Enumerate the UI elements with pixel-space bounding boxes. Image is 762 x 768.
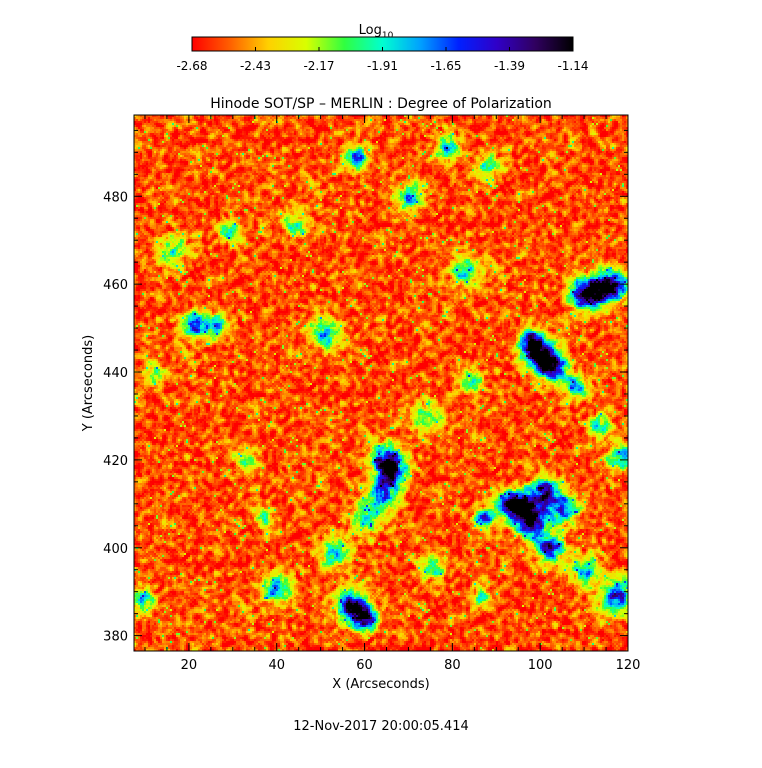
y-tick-label: 420 bbox=[103, 454, 128, 469]
y-tick-label: 460 bbox=[103, 278, 128, 293]
colorbar-tick-label: -1.39 bbox=[494, 59, 525, 73]
y-axis: 380 400 420 440 460 480 bbox=[103, 129, 628, 645]
chart-title: Hinode SOT/SP – MERLIN : Degree of Polar… bbox=[210, 96, 552, 112]
x-tick-label: 40 bbox=[268, 658, 285, 673]
colorbar-tick-label: -2.68 bbox=[176, 59, 207, 73]
x-axis-label: X (Arcseconds) bbox=[332, 677, 429, 692]
x-tick-label: 20 bbox=[181, 658, 198, 673]
colorbar-label-subscript: 10 bbox=[382, 31, 394, 41]
x-tick-label: 100 bbox=[528, 658, 553, 673]
colorbar: Log10 -2.68 -2.43 -2.17 -1.91 -1.65 -1.39 -1.1… bbox=[176, 23, 588, 73]
y-tick-label: 380 bbox=[103, 630, 128, 645]
x-tick-label: 120 bbox=[616, 658, 641, 673]
colorbar-label-main: Log bbox=[359, 23, 382, 38]
colorbar-tick-label: -2.43 bbox=[240, 59, 271, 73]
y-tick-label: 440 bbox=[103, 366, 128, 381]
colorbar-tick-label: -1.91 bbox=[367, 59, 398, 73]
colorbar-label: Log10 bbox=[359, 23, 394, 41]
plot-area: 20 40 60 80 100 120 380 400 420 440 460 480 bbox=[103, 114, 641, 673]
colorbar-tick-label: -1.14 bbox=[557, 59, 588, 73]
y-tick-label: 480 bbox=[103, 190, 128, 205]
colorbar-tick-label: -1.65 bbox=[430, 59, 461, 73]
y-axis-label: Y (Arcseconds) bbox=[81, 335, 96, 432]
colorbar-tick-label: -2.17 bbox=[303, 59, 334, 73]
heatmap-image bbox=[134, 115, 628, 651]
y-tick-label: 400 bbox=[103, 542, 128, 557]
plot-frame bbox=[133, 114, 629, 652]
x-axis: 20 40 60 80 100 120 bbox=[144, 115, 641, 673]
timestamp: 12-Nov-2017 20:00:05.414 bbox=[293, 719, 469, 734]
x-tick-label: 60 bbox=[356, 658, 373, 673]
x-tick-label: 80 bbox=[444, 658, 461, 673]
